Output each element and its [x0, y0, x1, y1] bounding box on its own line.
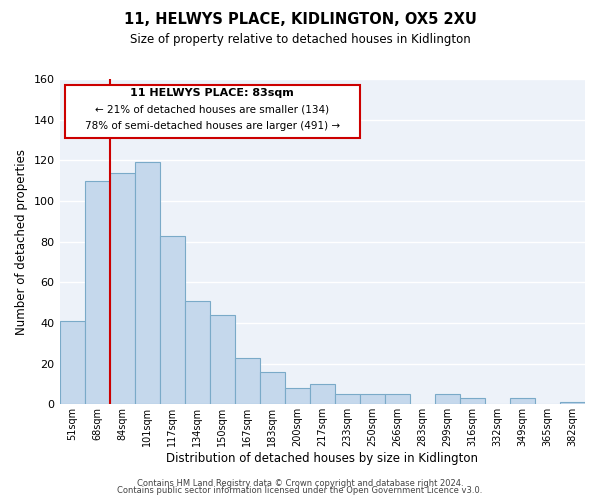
Bar — [110, 172, 134, 404]
Bar — [460, 398, 485, 404]
Text: Size of property relative to detached houses in Kidlington: Size of property relative to detached ho… — [130, 32, 470, 46]
Bar — [160, 236, 185, 404]
Bar — [310, 384, 335, 404]
Bar — [385, 394, 410, 404]
Bar — [85, 180, 110, 404]
Text: 11, HELWYS PLACE, KIDLINGTON, OX5 2XU: 11, HELWYS PLACE, KIDLINGTON, OX5 2XU — [124, 12, 476, 28]
Bar — [285, 388, 310, 404]
Bar — [335, 394, 360, 404]
Bar — [209, 315, 235, 404]
Text: Contains HM Land Registry data © Crown copyright and database right 2024.: Contains HM Land Registry data © Crown c… — [137, 478, 463, 488]
Bar — [59, 321, 85, 404]
Text: 78% of semi-detached houses are larger (491) →: 78% of semi-detached houses are larger (… — [85, 120, 340, 130]
Bar — [260, 372, 285, 404]
Bar — [185, 300, 209, 405]
Bar — [510, 398, 535, 404]
Text: ← 21% of detached houses are smaller (134): ← 21% of detached houses are smaller (13… — [95, 104, 329, 114]
Bar — [560, 402, 585, 404]
Bar — [134, 162, 160, 404]
Bar — [235, 358, 260, 405]
X-axis label: Distribution of detached houses by size in Kidlington: Distribution of detached houses by size … — [166, 452, 478, 465]
Text: Contains public sector information licensed under the Open Government Licence v3: Contains public sector information licen… — [118, 486, 482, 495]
Y-axis label: Number of detached properties: Number of detached properties — [15, 148, 28, 334]
Bar — [435, 394, 460, 404]
Bar — [360, 394, 385, 404]
Text: 11 HELWYS PLACE: 83sqm: 11 HELWYS PLACE: 83sqm — [130, 88, 294, 98]
